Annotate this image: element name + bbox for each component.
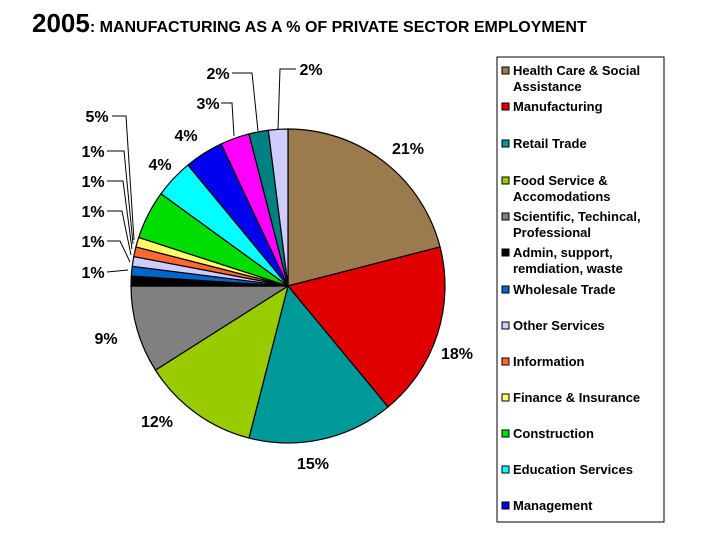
pie-slice-manufacturing [287,246,446,408]
slice-labels: 21% 18% 15% 12% 9% 1% 1% 1% 1% 1% 5% 4%4% 3% 2% 2% [81,62,473,473]
legend-label: Accomodations [513,189,611,204]
pie-slice-scientific-techincal-professional [130,285,289,371]
slice-label: 9% [94,331,117,348]
legend-swatch [501,66,510,75]
chart-title-year: 2005 [32,8,90,38]
legend-label: Wholesale Trade [513,282,616,297]
leader-line [277,68,296,131]
slice-label: 1% [81,234,104,251]
leader-line [107,240,131,263]
slice-label: 15% [297,456,329,473]
legend-label: Education Services [513,462,633,477]
legend-label: Other Services [513,318,605,333]
legend-swatch [501,357,510,366]
leader-line [107,180,133,250]
legend-item-wholesale-trade: Wholesale Trade [501,282,616,297]
legend-label: Scientific, Techincal, [513,209,641,224]
label-leader-lines [106,68,296,273]
legend-swatch [501,285,510,294]
legend-label: Information [513,354,585,369]
pie-slices [130,128,446,444]
leader-line [221,102,235,137]
leader-line [107,210,132,256]
legend-item-scientific-techincal-professional: Scientific, Techincal,Professional [501,209,641,240]
slice-label: 2% [299,62,322,79]
slice-label: 4% [174,128,197,145]
slice-label: 2% [206,66,229,83]
legend-label: Retail Trade [513,136,587,151]
slice-label: 1% [81,265,104,282]
legend-swatch [501,393,510,402]
legend-swatch [501,465,510,474]
legend-swatch [501,429,510,438]
legend-label: Professional [513,225,591,240]
legend-label: Construction [513,426,594,441]
legend-label: Finance & Insurance [513,390,640,405]
leader-line [232,72,259,132]
legend-item-finance-insurance: Finance & Insurance [501,390,640,405]
legend-label: Manufacturing [513,99,603,114]
legend-item-admin-support-remdiation-waste: Admin, support,remdiation, waste [501,245,623,276]
legend-swatch [501,139,510,148]
slice-label: 3% [196,96,219,113]
pie-slice-retail-trade [248,285,389,444]
slice-label: 21% [392,141,424,158]
legend-swatch [501,321,510,330]
leader-line [106,269,129,273]
pie-slice-health-care-social-assistance [287,128,441,287]
legend-item-construction: Construction [501,426,594,441]
legend-label: Food Service & [513,173,608,188]
leader-line [107,150,134,245]
slice-label: 18% [441,346,473,363]
pie-slice-food-service-accomodations [154,285,289,439]
legend-swatch [501,176,510,185]
legend-box [496,56,665,523]
legend-swatch [501,248,510,257]
legend-item-retail-trade: Retail Trade [501,136,587,151]
legend-item-other-services: Other Services [501,318,605,333]
slice-label: 12% [141,414,173,431]
legend-label: remdiation, waste [513,261,623,276]
legend-item-information: Information [501,354,585,369]
legend-item-food-service-accomodations: Food Service &Accomodations [501,173,611,204]
legend-item-education-services: Education Services [501,462,633,477]
legend-item-manufacturing: Manufacturing [501,99,603,114]
legend-item-management: Management [501,498,593,513]
chart-title-text: : MANUFACTURING AS A % OF PRIVATE SECTOR… [89,19,587,36]
slice-label: 5% [85,109,108,126]
legend-swatch [501,501,510,510]
chart-title: 2005: MANUFACTURING AS A % OF PRIVATE SE… [32,8,587,39]
slice-label: 4% [148,157,171,174]
legend-label: Assistance [513,79,582,94]
slice-label: 1% [81,204,104,221]
legend-swatch [501,212,510,221]
legend-label: Management [513,498,593,513]
legend-label: Health Care & Social [513,63,640,78]
slice-label: 1% [81,144,104,161]
leader-line [112,115,135,241]
legend-swatch [501,102,510,111]
slice-label: 1% [81,174,104,191]
legend-label: Admin, support, [513,245,613,260]
